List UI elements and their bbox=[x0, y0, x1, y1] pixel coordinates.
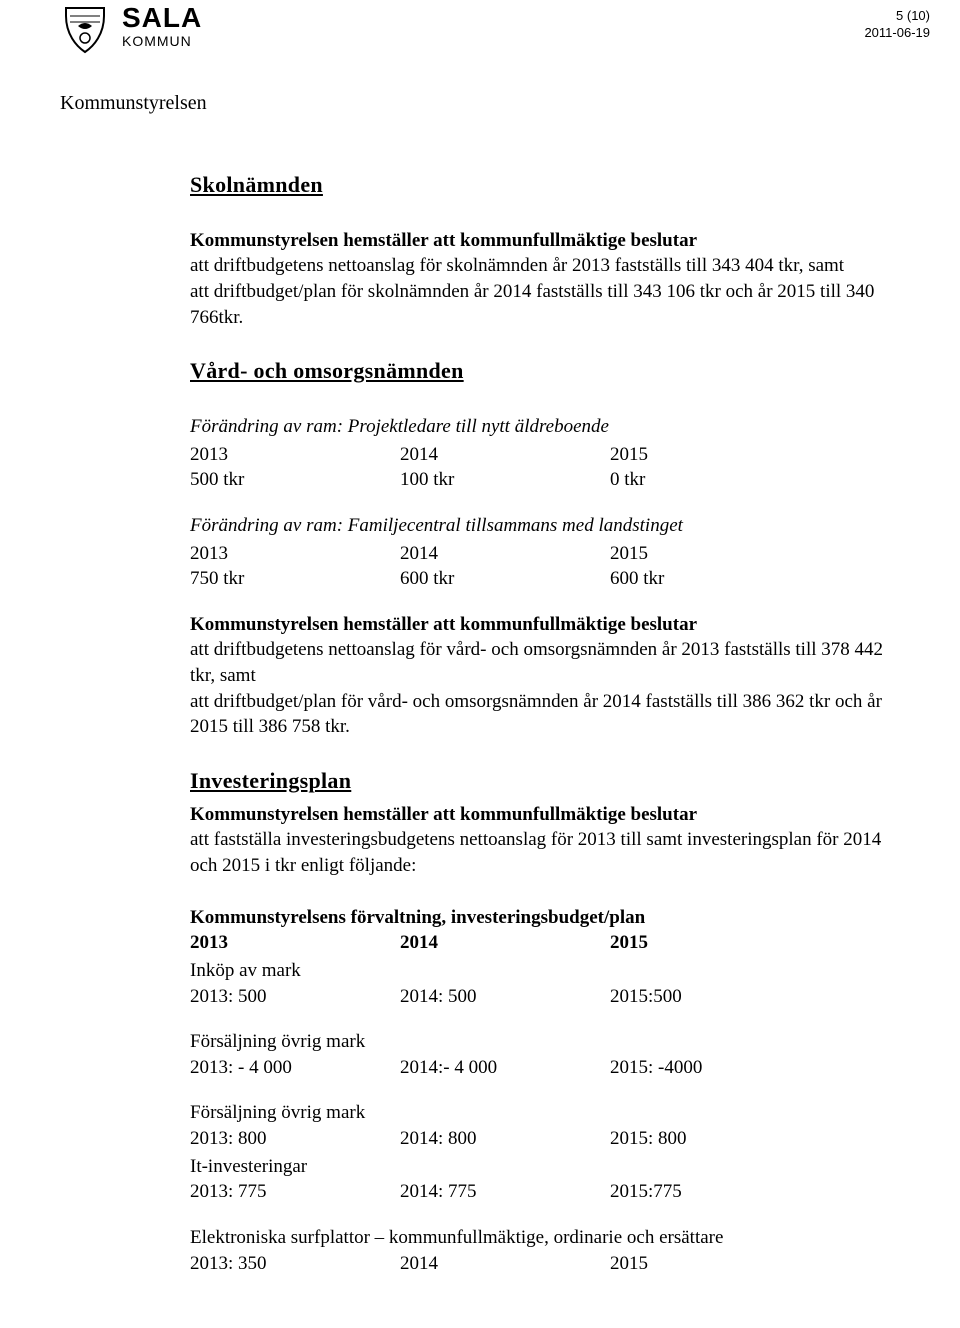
vard-t1-caption: Förändring av ram: Projektledare till ny… bbox=[190, 414, 900, 440]
vard-t2-caption: Förändring av ram: Familjecentral tillsa… bbox=[190, 513, 900, 539]
table-cell: 500 tkr bbox=[190, 467, 400, 493]
table-cell: 2015: 800 bbox=[610, 1126, 820, 1152]
table-cell: 2015:775 bbox=[610, 1179, 820, 1205]
table-cell: 2015 bbox=[610, 541, 820, 567]
table-cell: 2013: 500 bbox=[190, 984, 400, 1010]
budget-row5-label: Elektroniska surfplattor – kommunfullmäk… bbox=[190, 1225, 900, 1251]
content: Skolnämnden Kommunstyrelsen hemställer a… bbox=[190, 170, 900, 1276]
vard-p1: att driftbudgetens nettoanslag för vård-… bbox=[190, 637, 900, 688]
budget-row2-label: Försäljning övrig mark bbox=[190, 1029, 900, 1055]
budget-row2: 2013: - 4 000 2014:- 4 000 2015: -4000 bbox=[190, 1055, 900, 1081]
budget-row1-label: Inköp av mark bbox=[190, 958, 900, 984]
invest-block: Kommunstyrelsen hemställer att kommunful… bbox=[190, 802, 900, 879]
org-block: SALA KOMMUN bbox=[122, 4, 202, 48]
table-cell: 2013: 800 bbox=[190, 1126, 400, 1152]
section-invest-title: Investeringsplan bbox=[190, 766, 900, 796]
table-cell: 2015:500 bbox=[610, 984, 820, 1010]
table-cell: 2014: 800 bbox=[400, 1126, 610, 1152]
table-cell: 2013 bbox=[190, 541, 400, 567]
budget-row1: 2013: 500 2014: 500 2015:500 bbox=[190, 984, 900, 1010]
skolnamnden-lead: Kommunstyrelsen hemställer att kommunful… bbox=[190, 228, 900, 254]
table-cell: 750 tkr bbox=[190, 566, 400, 592]
budget-row3-label: Försäljning övrig mark bbox=[190, 1100, 900, 1126]
page-header: SALA KOMMUN bbox=[60, 0, 900, 54]
vard-p2: att driftbudget/plan för vård- och omsor… bbox=[190, 689, 900, 740]
skolnamnden-block: Kommunstyrelsen hemställer att kommunful… bbox=[190, 228, 900, 331]
budget-row5: 2013: 350 2014 2015 bbox=[190, 1251, 900, 1277]
budget-row3: 2013: 800 2014: 800 2015: 800 bbox=[190, 1126, 900, 1152]
vard-t1: 2013 2014 2015 500 tkr 100 tkr 0 tkr bbox=[190, 442, 900, 493]
vard-block: Kommunstyrelsen hemställer att kommunful… bbox=[190, 612, 900, 740]
table-cell: 2013 bbox=[190, 930, 400, 956]
section-skolnamnden-title: Skolnämnden bbox=[190, 170, 900, 200]
table-cell: 0 tkr bbox=[610, 467, 820, 493]
subheader: Kommunstyrelsen bbox=[60, 92, 900, 115]
invest-lead: Kommunstyrelsen hemställer att kommunful… bbox=[190, 802, 900, 828]
table-cell: 2014:- 4 000 bbox=[400, 1055, 610, 1081]
table-cell: 2014: 775 bbox=[400, 1179, 610, 1205]
table-cell: 2013 bbox=[190, 442, 400, 468]
budget-years: 2013 2014 2015 bbox=[190, 930, 900, 956]
table-cell: 2014 bbox=[400, 1251, 610, 1277]
table-cell: 2015: -4000 bbox=[610, 1055, 820, 1081]
table-cell: 2015 bbox=[610, 442, 820, 468]
org-name: SALA bbox=[122, 4, 202, 32]
section-vard-title: Vård- och omsorgsnämnden bbox=[190, 356, 900, 386]
crest-icon bbox=[60, 4, 110, 54]
skolnamnden-p1: att driftbudgetens nettoanslag för skoln… bbox=[190, 253, 900, 279]
table-cell: 600 tkr bbox=[610, 566, 820, 592]
table-cell: 2014 bbox=[400, 541, 610, 567]
table-cell: 2014 bbox=[400, 930, 610, 956]
table-cell: 2013: 350 bbox=[190, 1251, 400, 1277]
table-cell: 2015 bbox=[610, 1251, 820, 1277]
budget-row4: 2013: 775 2014: 775 2015:775 bbox=[190, 1179, 900, 1205]
table-cell: 2013: - 4 000 bbox=[190, 1055, 400, 1081]
budget-row4-label: It-investeringar bbox=[190, 1154, 900, 1180]
page-number: 5 (10) bbox=[864, 8, 930, 25]
vard-t2: 2013 2014 2015 750 tkr 600 tkr 600 tkr bbox=[190, 541, 900, 592]
org-sub: KOMMUN bbox=[122, 34, 202, 48]
table-cell: 2014 bbox=[400, 442, 610, 468]
budget-heading: Kommunstyrelsens förvaltning, investerin… bbox=[190, 905, 900, 931]
page-date: 2011-06-19 bbox=[864, 25, 930, 42]
skolnamnden-p2: att driftbudget/plan för skolnämnden år … bbox=[190, 279, 900, 330]
table-cell: 600 tkr bbox=[400, 566, 610, 592]
vard-lead: Kommunstyrelsen hemställer att kommunful… bbox=[190, 612, 900, 638]
document-page: 5 (10) 2011-06-19 SALA KOMMUN Kommunstyr… bbox=[0, 0, 960, 1328]
page-meta: 5 (10) 2011-06-19 bbox=[864, 8, 930, 42]
invest-p1: att fastställa investeringsbudgetens net… bbox=[190, 827, 900, 878]
table-cell: 2013: 775 bbox=[190, 1179, 400, 1205]
table-cell: 2014: 500 bbox=[400, 984, 610, 1010]
table-cell: 100 tkr bbox=[400, 467, 610, 493]
table-cell: 2015 bbox=[610, 930, 820, 956]
